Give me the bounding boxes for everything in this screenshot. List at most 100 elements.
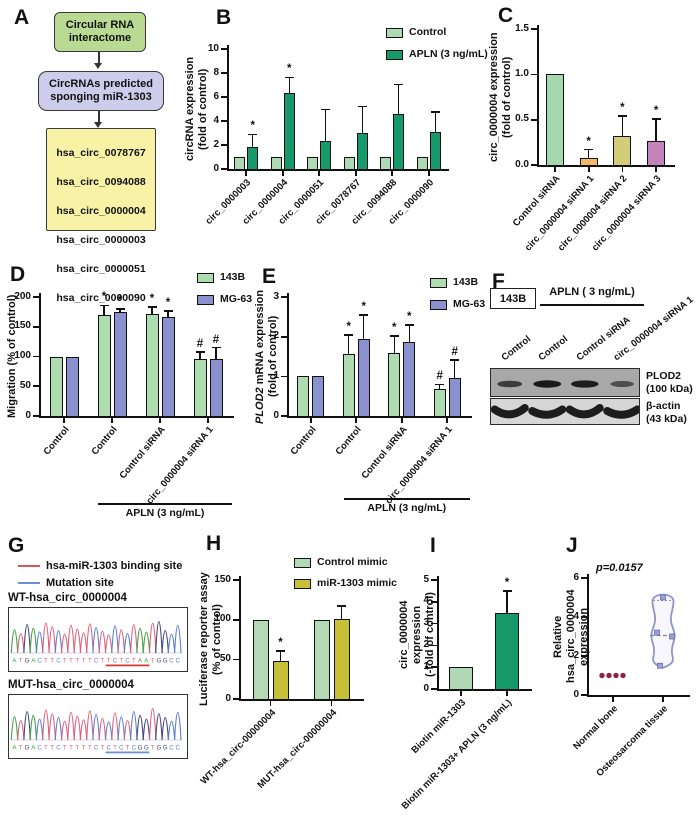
svg-text:T: T — [75, 745, 79, 752]
error-bar-cap — [344, 333, 354, 336]
panel-letter: H — [206, 532, 222, 555]
y-tick-label: 3 — [273, 290, 279, 302]
error-bar-cap — [195, 351, 205, 353]
x-axis — [586, 695, 690, 697]
legend-label: miR-1303 mimic — [317, 577, 397, 589]
error-bar — [167, 310, 169, 317]
bar-chart-circrna-expression: circRNA expression (fold of control) 0 2 4 6… — [182, 4, 488, 256]
panel-i: I circ_0000004 expression (-fold of cont… — [398, 532, 552, 828]
x-axis — [436, 689, 532, 691]
western-blot: Control Control Control siRNA circ_0000004 … — [482, 260, 697, 526]
y-tick-label: 150 — [14, 320, 31, 332]
significance-marker: * — [407, 310, 412, 323]
error-bar-cap — [284, 76, 294, 79]
x-tick-label: circ_0000003 — [203, 177, 254, 227]
svg-text:G: G — [25, 745, 30, 752]
x-tick-label: circ_0000090 — [386, 177, 436, 227]
bar — [449, 667, 473, 689]
y-tick-label: 8 — [213, 66, 219, 78]
y-axis-label: circRNA expression (fold of control) — [184, 56, 209, 162]
y-tick-label: 1 — [423, 660, 429, 672]
bar-chart-sirna-knockdown: circ_0000004 expression (fold of control… — [474, 4, 697, 260]
x-tick — [318, 171, 321, 176]
y-axis-label: Luciferase reporter assay (% of control) — [198, 572, 223, 707]
bar — [647, 140, 666, 165]
svg-text:T: T — [126, 745, 130, 752]
target-size: (100 kDa) — [646, 383, 693, 395]
legend-label: APLN (3 ng/mL) — [409, 48, 488, 60]
bar — [357, 339, 370, 416]
error-bar — [587, 149, 590, 158]
error-bar — [340, 606, 343, 619]
protein-band — [570, 380, 599, 388]
error-bar-cap — [584, 148, 594, 151]
error-bar — [199, 351, 201, 360]
y-tick-label: 100 — [214, 613, 231, 625]
panel-letter: F — [492, 270, 505, 293]
legend-swatch — [386, 28, 403, 38]
error-bar-cap — [147, 306, 157, 308]
y-tick — [33, 385, 39, 388]
error-bar — [621, 116, 624, 136]
y-tick — [233, 658, 239, 661]
svg-text:G: G — [163, 745, 168, 752]
y-tick-label: 0.5 — [515, 113, 529, 125]
svg-text:C: C — [169, 658, 174, 665]
bar — [448, 378, 461, 416]
annotation-line — [98, 503, 232, 505]
y-tick — [281, 375, 287, 378]
x-tick — [446, 418, 449, 423]
y-tick-label: 50 — [219, 652, 231, 664]
svg-text:T: T — [88, 745, 92, 752]
svg-text:A: A — [31, 745, 36, 752]
y-tick-label: 2 — [213, 138, 219, 150]
y-tick-label: 4 — [213, 114, 219, 126]
panel-letter: I — [430, 534, 436, 557]
annotation-label: APLN (3 ng/mL) — [125, 507, 205, 519]
bar — [145, 313, 159, 416]
legend-label: hsa-miR-1303 binding site — [46, 560, 183, 572]
svg-text:G: G — [144, 745, 149, 752]
protein-band — [610, 380, 634, 388]
p-value: p=0.0157 — [596, 562, 643, 574]
svg-text:T: T — [50, 745, 54, 752]
error-bar — [434, 112, 436, 133]
svg-text:A: A — [144, 658, 149, 665]
bar — [161, 316, 175, 416]
error-bar — [363, 314, 365, 340]
error-bar — [288, 77, 290, 93]
svg-text:T: T — [132, 658, 136, 665]
error-bar — [361, 106, 363, 133]
svg-text:T: T — [151, 745, 155, 752]
y-tick-label: 2 — [273, 330, 279, 342]
panel-letter: C — [498, 4, 514, 27]
bar — [545, 74, 564, 165]
bar — [403, 341, 416, 416]
binding-site-legend-line — [18, 564, 40, 568]
svg-text:T: T — [19, 658, 23, 665]
error-bar-cap — [163, 309, 173, 312]
svg-text:C: C — [56, 658, 61, 665]
violin-plot-tissue-expression: Relative hsa_circ_0000004 expression 0 2 4 6… — [552, 532, 697, 828]
legend-swatch — [430, 278, 447, 288]
legend-swatch — [294, 579, 311, 589]
bar — [252, 619, 269, 699]
circrna-list-item: hsa_circ_0000051 — [56, 262, 146, 275]
error-bar-cap — [450, 358, 460, 361]
x-tick — [207, 418, 209, 423]
bar — [495, 612, 519, 689]
y-tick — [233, 618, 239, 621]
x-axis — [238, 699, 364, 701]
mutation-site-legend-line — [18, 581, 40, 585]
error-bar — [151, 307, 153, 314]
x-tick — [655, 167, 657, 172]
svg-text:C: C — [132, 745, 137, 752]
bar — [429, 132, 441, 169]
y-tick — [581, 694, 587, 696]
svg-text:C: C — [119, 745, 124, 752]
significance-marker: * — [101, 291, 107, 304]
data-point — [606, 672, 612, 679]
x-tick — [554, 167, 556, 172]
error-bar-cap — [211, 346, 221, 349]
